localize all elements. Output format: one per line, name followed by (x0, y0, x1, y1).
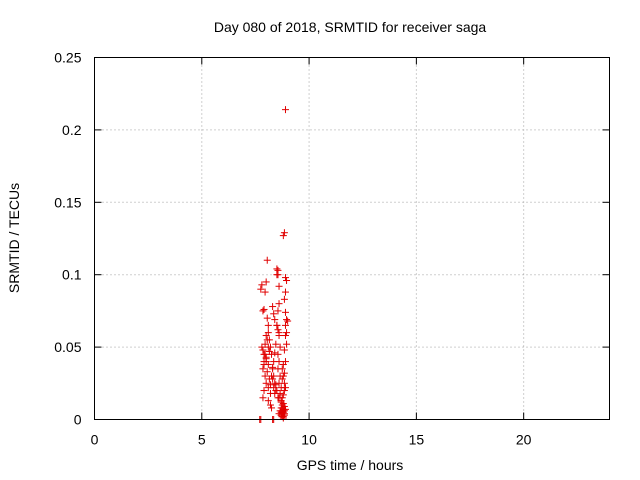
data-point (266, 401, 274, 409)
data-point (275, 300, 283, 308)
data-point (260, 305, 268, 313)
data-point (258, 343, 266, 351)
x-tick-label: 15 (409, 432, 425, 448)
data-point (268, 404, 276, 412)
data-point (281, 308, 289, 316)
data-point (281, 274, 289, 282)
data-point (259, 365, 267, 373)
x-tick-label: 5 (198, 432, 206, 448)
data-point (271, 389, 279, 397)
data-point (270, 310, 278, 318)
data-point (261, 288, 269, 296)
data-point (280, 379, 288, 387)
data-point (271, 349, 279, 357)
data-point (280, 387, 288, 395)
data-point (276, 343, 284, 351)
data-point (275, 332, 283, 340)
data-point (259, 307, 267, 315)
y-tick-label: 0.05 (54, 339, 81, 355)
data-point (261, 340, 269, 348)
data-point (264, 397, 272, 405)
data-point (279, 407, 287, 415)
axis-ticks (94, 57, 610, 420)
data-point (279, 360, 287, 368)
y-tick-label: 0.25 (54, 50, 81, 66)
data-point (258, 281, 266, 289)
data-point (273, 271, 281, 279)
y-tick-label: 0.15 (54, 194, 81, 210)
data-point (264, 329, 272, 337)
data-point (272, 340, 280, 348)
data-point (260, 387, 268, 395)
plot-frame (94, 57, 610, 420)
data-point (283, 340, 291, 348)
data-point (274, 307, 282, 315)
data-point (257, 285, 265, 293)
data-point (283, 316, 291, 324)
data-point (262, 278, 270, 286)
data-point (278, 375, 286, 383)
data-point (271, 316, 279, 324)
tick-labels: 0 5 10 15 20 0 0.05 0.1 0.15 0.2 0.25 (54, 50, 531, 448)
data-point (263, 256, 271, 264)
data-point (259, 346, 267, 354)
data-point (281, 332, 289, 340)
data-point (279, 400, 287, 408)
data-point (278, 365, 286, 373)
data-point (281, 321, 289, 329)
data-point (280, 369, 288, 377)
y-tick-label: 0.2 (62, 122, 82, 138)
data-point (283, 329, 291, 337)
data-point (281, 288, 289, 296)
x-tick-label: 10 (301, 432, 317, 448)
data-point (263, 368, 271, 376)
data-point (280, 402, 288, 410)
data-point (281, 106, 289, 114)
data-point (268, 372, 276, 380)
data-point (274, 350, 282, 358)
data-point (283, 276, 291, 284)
data-point (264, 321, 272, 329)
data-point (269, 375, 277, 383)
data-point (279, 232, 287, 240)
data-point (270, 358, 278, 366)
data-point (279, 391, 287, 399)
x-tick-label: 0 (91, 432, 99, 448)
y-tick-label: 0 (74, 412, 82, 428)
data-point (274, 326, 282, 334)
data-point (261, 350, 269, 358)
data-point (266, 343, 274, 351)
y-tick-label: 0.1 (62, 267, 82, 283)
data-point (262, 379, 270, 387)
data-point (274, 394, 282, 402)
data-point (281, 384, 289, 392)
data-point (269, 363, 277, 371)
data-point (280, 346, 288, 354)
x-tick-label: 20 (516, 432, 532, 448)
data-point (259, 394, 267, 402)
data-point (280, 410, 288, 418)
data-point (274, 266, 282, 274)
data-point (273, 321, 281, 329)
data-point (279, 372, 287, 380)
data-point (275, 282, 283, 290)
chart-title: Day 080 of 2018, SRMTID for receiver sag… (214, 19, 487, 35)
data-point (260, 360, 268, 368)
data-point (270, 384, 278, 392)
data-point (269, 303, 277, 311)
grid (94, 57, 610, 420)
data-point (280, 229, 288, 237)
data-points (256, 106, 292, 423)
data-point (284, 317, 292, 325)
x-axis-label: GPS time / hours (297, 457, 404, 473)
data-point (265, 336, 273, 344)
data-point (268, 350, 276, 358)
data-point (280, 295, 288, 303)
data-point (263, 314, 271, 322)
y-axis-label: SRMTID / TECUs (6, 183, 22, 293)
data-point (261, 372, 269, 380)
